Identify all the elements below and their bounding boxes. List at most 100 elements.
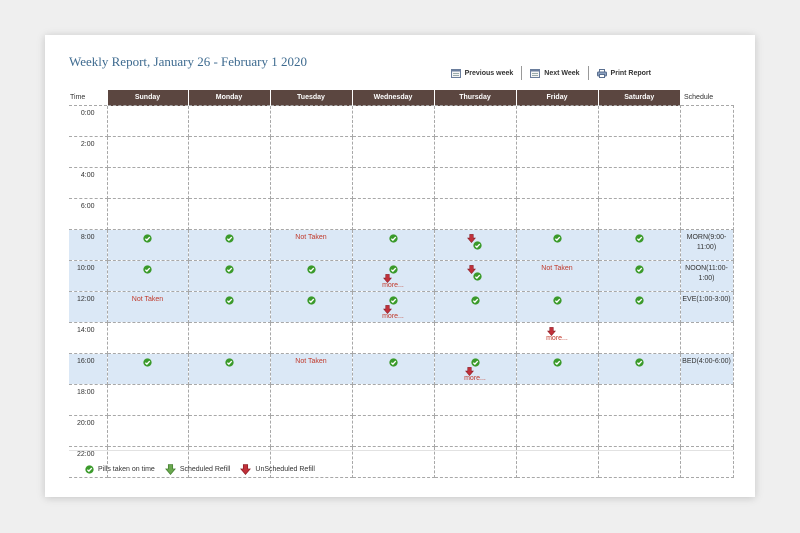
day-slot-cell <box>351 198 435 230</box>
dose-status[interactable] <box>465 265 485 285</box>
unscheduled-refill-icon <box>382 305 392 314</box>
day-slot-cell[interactable] <box>106 353 189 385</box>
schedule-cell <box>679 136 734 168</box>
day-slot-cell <box>515 167 599 199</box>
day-slot-cell[interactable] <box>433 229 517 261</box>
schedule-cell: MORN(9:00-11:00) <box>679 229 734 261</box>
dose-status[interactable] <box>465 234 485 254</box>
day-header: Tuesday <box>269 90 352 106</box>
day-slot-cell[interactable] <box>351 229 435 261</box>
previous-week-button[interactable]: Previous week <box>443 68 522 78</box>
day-slot-cell <box>433 198 517 230</box>
day-slot-cell <box>597 384 681 416</box>
check-icon <box>634 234 644 243</box>
day-slot-cell[interactable] <box>515 353 599 385</box>
day-slot-cell[interactable]: more... <box>433 353 517 385</box>
more-link[interactable]: more... <box>382 313 404 320</box>
day-slot-cell <box>269 415 353 447</box>
not-taken-label: Not Taken <box>295 234 327 241</box>
day-slot-cell[interactable] <box>433 260 517 292</box>
table-row: 22:00 <box>69 446 734 478</box>
day-header: Monday <box>187 90 270 106</box>
next-week-button[interactable]: Next Week <box>522 68 587 78</box>
day-slot-cell[interactable] <box>187 260 271 292</box>
report-card: Weekly Report, January 26 - February 1 2… <box>45 35 755 497</box>
time-cell: 4:00 <box>69 167 108 199</box>
day-slot-cell[interactable] <box>187 229 271 261</box>
day-slot-cell[interactable]: more... <box>351 260 435 292</box>
check-icon <box>552 358 562 367</box>
day-slot-cell[interactable] <box>597 353 681 385</box>
check-icon <box>224 234 234 243</box>
more-link[interactable]: more... <box>546 335 568 342</box>
day-slot-cell[interactable] <box>515 291 599 323</box>
day-slot-cell <box>351 105 435 137</box>
schedule-cell <box>679 415 734 447</box>
day-slot-cell[interactable]: Not Taken <box>269 229 353 261</box>
day-slot-cell[interactable] <box>597 229 681 261</box>
day-slot-cell[interactable] <box>433 291 517 323</box>
legend-scheduled-label: Scheduled Refill <box>179 466 231 473</box>
day-slot-cell[interactable] <box>106 229 189 261</box>
check-icon <box>388 358 398 367</box>
more-link[interactable]: more... <box>382 282 404 289</box>
day-slot-cell[interactable]: more... <box>515 322 599 354</box>
more-link[interactable]: more... <box>464 375 486 382</box>
day-slot-cell <box>269 105 353 137</box>
schedule-cell <box>679 384 734 416</box>
day-slot-cell <box>106 322 189 354</box>
day-slot-cell[interactable] <box>187 291 271 323</box>
check-icon <box>388 234 398 243</box>
day-slot-cell[interactable]: Not Taken <box>106 291 189 323</box>
day-slot-cell[interactable] <box>351 353 435 385</box>
check-icon <box>473 272 482 281</box>
unscheduled-refill-icon <box>464 367 474 376</box>
day-slot-cell[interactable]: Not Taken <box>269 353 353 385</box>
toolbar-divider <box>521 66 523 80</box>
table-row: 12:00 Not Taken more... EVE(1:00-3:00) <box>69 291 734 323</box>
day-slot-cell <box>433 136 517 168</box>
day-slot-cell[interactable] <box>597 260 681 292</box>
day-slot-cell[interactable] <box>269 260 353 292</box>
day-slot-cell[interactable]: more... <box>351 291 435 323</box>
schedule-cell <box>679 198 734 230</box>
scheduled-refill-icon <box>164 464 176 475</box>
day-slot-cell <box>597 415 681 447</box>
day-slot-cell <box>187 415 271 447</box>
table-row: 4:00 <box>69 167 734 199</box>
day-slot-cell[interactable]: Not Taken <box>515 260 599 292</box>
day-slot-cell <box>106 198 189 230</box>
day-slot-cell[interactable] <box>269 291 353 323</box>
legend-item-unscheduled: UnScheduled Refill <box>240 464 315 475</box>
print-report-button[interactable]: Print Report <box>589 68 659 78</box>
day-slot-cell <box>269 384 353 416</box>
day-slot-cell <box>351 384 435 416</box>
day-slot-cell[interactable] <box>106 260 189 292</box>
day-slot-cell[interactable] <box>597 291 681 323</box>
print-report-label: Print Report <box>610 69 651 77</box>
next-week-label: Next Week <box>544 69 580 77</box>
unscheduled-refill-icon <box>467 234 476 243</box>
time-cell: 20:00 <box>69 415 108 447</box>
check-icon <box>85 465 94 474</box>
legend-item-scheduled: Scheduled Refill <box>164 464 231 475</box>
calendar-icon <box>530 68 541 78</box>
time-cell: 6:00 <box>69 198 108 230</box>
day-slot-cell <box>269 446 353 478</box>
check-icon <box>224 296 234 305</box>
check-icon <box>634 265 644 274</box>
day-header: Saturday <box>597 90 680 106</box>
day-slot-cell[interactable] <box>187 353 271 385</box>
check-icon <box>306 265 316 274</box>
day-slot-cell <box>269 136 353 168</box>
day-slot-cell <box>187 198 271 230</box>
day-slot-cell <box>515 136 599 168</box>
day-slot-cell[interactable] <box>515 229 599 261</box>
day-slot-cell <box>433 322 517 354</box>
day-header: Sunday <box>106 90 188 106</box>
day-slot-cell <box>433 105 517 137</box>
toolbar: Previous week Next Week Print Report <box>443 66 659 80</box>
day-slot-cell <box>597 136 681 168</box>
table-row: 6:00 <box>69 198 734 230</box>
table-row: 18:00 <box>69 384 734 416</box>
